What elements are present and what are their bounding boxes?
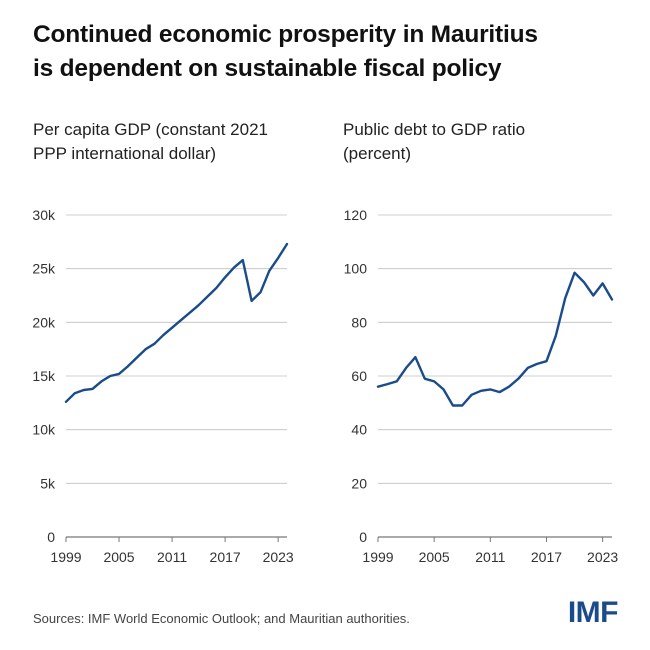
gdp-y-tick-label: 20k (32, 314, 56, 330)
debt-y-tick-label: 80 (351, 314, 367, 330)
gdp-x-tick-label: 2017 (210, 549, 241, 565)
gdp-chart-subtitle: Per capita GDP (constant 2021 PPP intern… (33, 118, 303, 166)
imf-logo: IMF (567, 596, 619, 629)
title-line-1: Continued economic prosperity in Mauriti… (33, 21, 538, 48)
sources-note: Sources: IMF World Economic Outlook; and… (33, 611, 410, 626)
debt-x-tick-label: 1999 (362, 549, 393, 565)
debt-x-tick-label: 2005 (419, 549, 450, 565)
gdp-subtitle-line-1: Per capita GDP (constant 2021 (33, 120, 268, 139)
gdp-y-tick-label: 30k (32, 207, 56, 223)
gdp-y-tick-label: 10k (32, 422, 56, 438)
debt-x-tick-label: 2017 (531, 549, 562, 565)
gdp-subtitle-line-2: PPP international dollar) (33, 144, 217, 163)
gdp-x-tick-label: 1999 (50, 549, 81, 565)
gdp-series-line (64, 242, 289, 403)
debt-x-tick-label: 2023 (587, 549, 618, 565)
title-line-2: is dependent on sustainable fiscal polic… (33, 55, 502, 82)
gdp-x-tick-label: 2023 (263, 549, 294, 565)
debt-y-tick-label: 120 (344, 207, 368, 223)
debt-y-tick-label: 20 (351, 475, 367, 491)
gdp-y-tick-label: 25k (32, 261, 56, 277)
gdp-x-tick-label: 2011 (157, 549, 187, 565)
debt-y-tick-label: 60 (351, 368, 367, 384)
debt-x-tick-label: 2011 (475, 549, 505, 565)
gdp-x-tick-label: 2005 (103, 549, 134, 565)
page-title: Continued economic prosperity in Mauriti… (33, 18, 623, 86)
gdp-y-tick-label: 0 (47, 529, 55, 545)
gdp-y-tick-label: 5k (40, 475, 56, 491)
debt-y-tick-label: 40 (351, 422, 367, 438)
gdp-y-tick-label: 15k (32, 368, 56, 384)
debt-y-tick-label: 100 (344, 261, 368, 277)
debt-y-tick-label: 0 (359, 529, 367, 545)
debt-subtitle-line-1: Public debt to GDP ratio (343, 120, 526, 139)
debt-chart-subtitle: Public debt to GDP ratio (percent) (343, 118, 613, 166)
debt-series-line (376, 271, 614, 407)
debt-subtitle-line-2: (percent) (343, 144, 412, 163)
